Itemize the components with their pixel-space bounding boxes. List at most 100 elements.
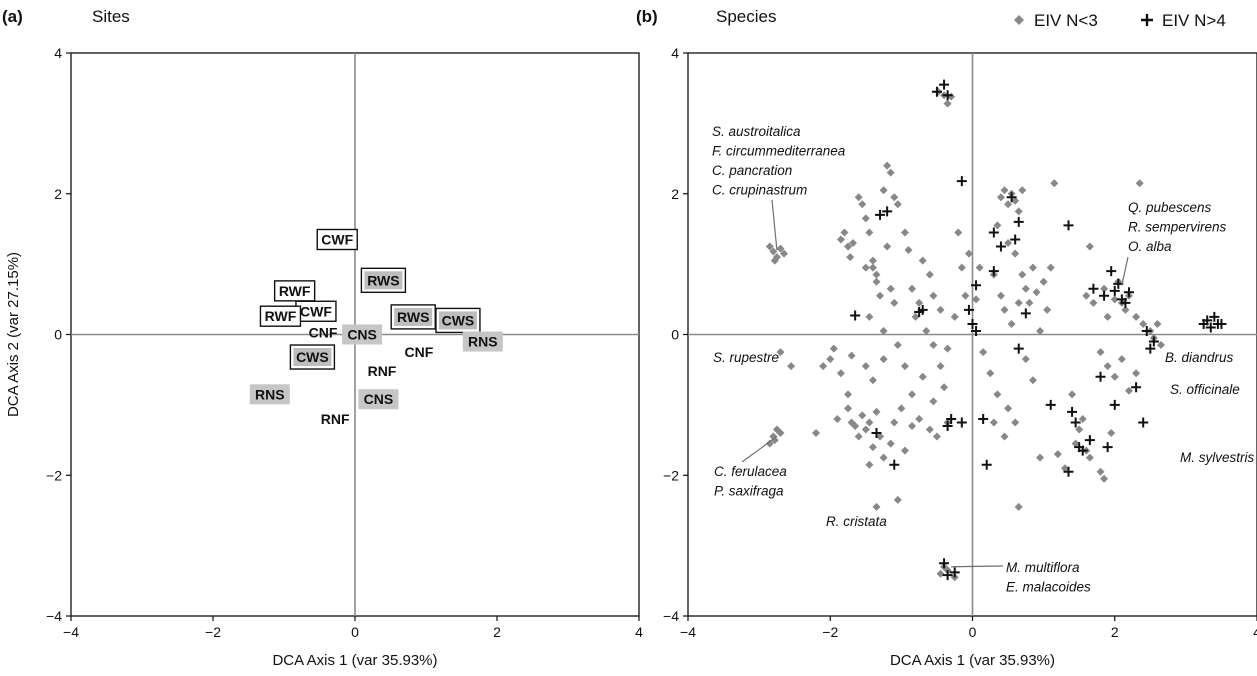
diamond-point	[1004, 404, 1013, 413]
diamond-point	[929, 397, 938, 406]
plus-point	[1205, 322, 1216, 333]
diamond-point	[865, 312, 874, 321]
diamond-point	[908, 284, 917, 293]
site-label-rwf: RWF	[259, 305, 302, 327]
diamond-point	[872, 407, 881, 416]
site-box	[259, 305, 302, 327]
plus-point	[1063, 220, 1074, 231]
plus-point	[939, 79, 950, 90]
diamond-point	[1011, 196, 1020, 205]
site-label-text: RNS	[255, 386, 285, 402]
diamond-point	[979, 348, 988, 357]
x-tick-label: −4	[680, 624, 696, 640]
species-annotation: S. austroitalica F. circummediterranea C. …	[712, 124, 846, 251]
series-eiv-n-gt-4	[850, 79, 1227, 581]
diamond-point	[1028, 376, 1037, 385]
x-tick-label: 2	[1111, 624, 1119, 640]
diamond-point	[844, 390, 853, 399]
diamond-point	[908, 390, 917, 399]
diamond-point	[770, 256, 779, 265]
diamond-point	[776, 348, 785, 357]
species-name: Q. pubescens	[1128, 200, 1212, 215]
diamond-point	[858, 200, 867, 209]
diamond-point	[996, 193, 1005, 202]
diamond-point	[876, 291, 885, 300]
plus-point	[988, 266, 999, 277]
diamond-point	[1021, 355, 1030, 364]
site-label-text: CNS	[364, 391, 394, 407]
y-tick-label: 4	[54, 45, 62, 61]
diamond-point	[879, 355, 888, 364]
species-panel: −4−4 −2 −2 0 0 2 2 4 4 (b) Species DCA Axis 1 (var …	[636, 7, 1257, 669]
diamond-point	[1068, 390, 1077, 399]
site-label-text: RNS	[468, 334, 498, 350]
diamond-point	[986, 369, 995, 378]
diamond-point	[975, 263, 984, 272]
diamond-point	[1100, 474, 1109, 483]
diamond-point	[936, 362, 945, 371]
diamond-point	[1021, 284, 1030, 293]
panel-letter: (a)	[2, 7, 23, 26]
site-label-cws: CWS	[289, 344, 336, 370]
site-label-rnf: RNF	[321, 411, 350, 427]
legend: EIV N<3 EIV N>4	[1014, 11, 1226, 30]
site-shade	[358, 389, 399, 410]
diamond-point	[879, 326, 888, 335]
y-tick-label: 4	[671, 45, 679, 61]
diamond-point	[957, 263, 966, 272]
site-label-cws: CWS	[435, 307, 481, 334]
y-tick-label: 2	[54, 186, 62, 202]
diamond-point	[1089, 298, 1098, 307]
site-label-text: CWS	[442, 312, 475, 328]
site-label-cwf: CWF	[316, 228, 358, 251]
site-shade	[394, 307, 433, 326]
diamond-point	[780, 249, 789, 258]
plus-point	[939, 558, 950, 569]
diamond-point	[1103, 362, 1112, 371]
diamond-point	[893, 200, 902, 209]
diamond-point	[893, 495, 902, 504]
panel-title: Sites	[92, 7, 130, 26]
plus-point	[942, 90, 953, 101]
site-shade	[293, 348, 332, 367]
diamond-point	[883, 242, 892, 251]
site-label-text: CWF	[321, 231, 353, 247]
plus-point	[1099, 290, 1110, 301]
y-tick-label: 0	[54, 327, 62, 343]
diamond-point	[876, 432, 885, 441]
plus-point	[1045, 399, 1056, 410]
plus-point	[1095, 371, 1106, 382]
diamond-point	[1156, 341, 1165, 350]
diamond-point	[918, 256, 927, 265]
species-annotation: Q. pubescens R. sempervirens O. alba	[1121, 200, 1227, 286]
site-shade	[249, 384, 290, 405]
plus-point	[1063, 466, 1074, 477]
site-label-rws: RWS	[390, 304, 436, 330]
diamond-point	[1050, 179, 1059, 188]
species-name: S. officinale	[1170, 382, 1240, 397]
diamond-point	[1135, 179, 1144, 188]
series-eiv-n-lt-3	[765, 87, 1165, 582]
diamond-point	[900, 362, 909, 371]
diamond-point	[1071, 439, 1080, 448]
diamond-point	[1082, 291, 1091, 300]
panel-letter: (b)	[636, 7, 658, 26]
plus-point	[931, 86, 942, 97]
diamond-point	[972, 295, 981, 304]
plus-point	[1006, 192, 1017, 203]
diamond-point	[1000, 432, 1009, 441]
site-label-text: RNF	[321, 411, 350, 427]
diamond-point	[989, 418, 998, 427]
diamond-point	[770, 436, 779, 445]
diamond-point	[1014, 298, 1023, 307]
site-label-rwf: RWF	[273, 280, 316, 302]
diamond-point	[1103, 312, 1112, 321]
x-tick-label: 2	[493, 624, 501, 640]
diamond-point	[1121, 305, 1130, 314]
plus-point	[917, 304, 928, 315]
legend-diamond-icon	[1014, 15, 1024, 25]
diamond-point	[868, 256, 877, 265]
y-tick-label: 2	[671, 186, 679, 202]
plus-point	[1131, 382, 1142, 393]
plus-point	[971, 280, 982, 291]
